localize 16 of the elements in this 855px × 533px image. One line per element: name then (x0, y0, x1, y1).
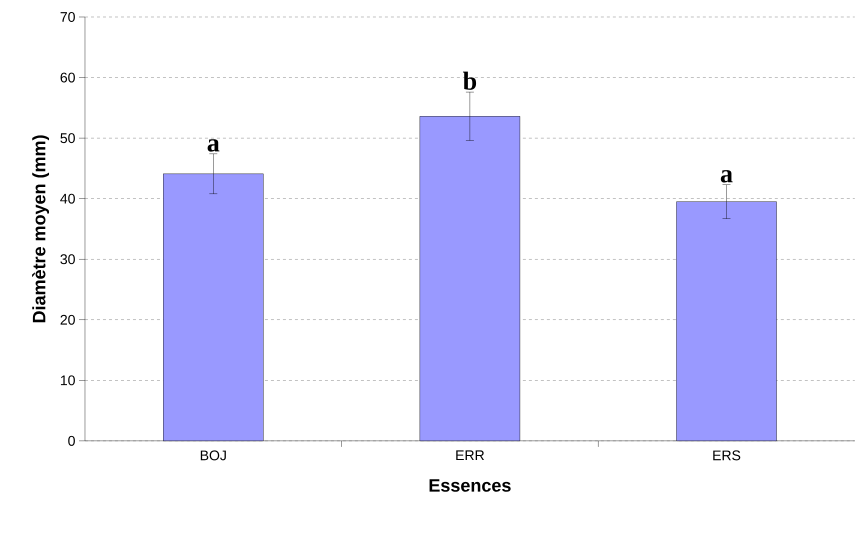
y-tick-label: 60 (60, 72, 75, 83)
y-tick-label: 10 (60, 375, 75, 386)
y-tick-label: 30 (60, 254, 75, 264)
x-tick-label: ERR (456, 450, 484, 460)
y-tick-label: 40 (60, 194, 75, 204)
y-tick-label: 20 (60, 314, 75, 325)
y-tick-label: 50 (60, 133, 75, 144)
y-tick-label: 0 (68, 436, 75, 446)
x-tick-label: BOJ (200, 450, 226, 460)
annotation: a (208, 139, 220, 152)
x-axis-title: Essences (430, 479, 511, 492)
y-axis-title: Diamètre moyen (mm) (32, 135, 50, 322)
y-tick-label: 70 (60, 12, 75, 22)
annotation: a (720, 170, 733, 183)
annotation: b (463, 72, 476, 90)
x-tick-label: ERS (713, 450, 740, 460)
